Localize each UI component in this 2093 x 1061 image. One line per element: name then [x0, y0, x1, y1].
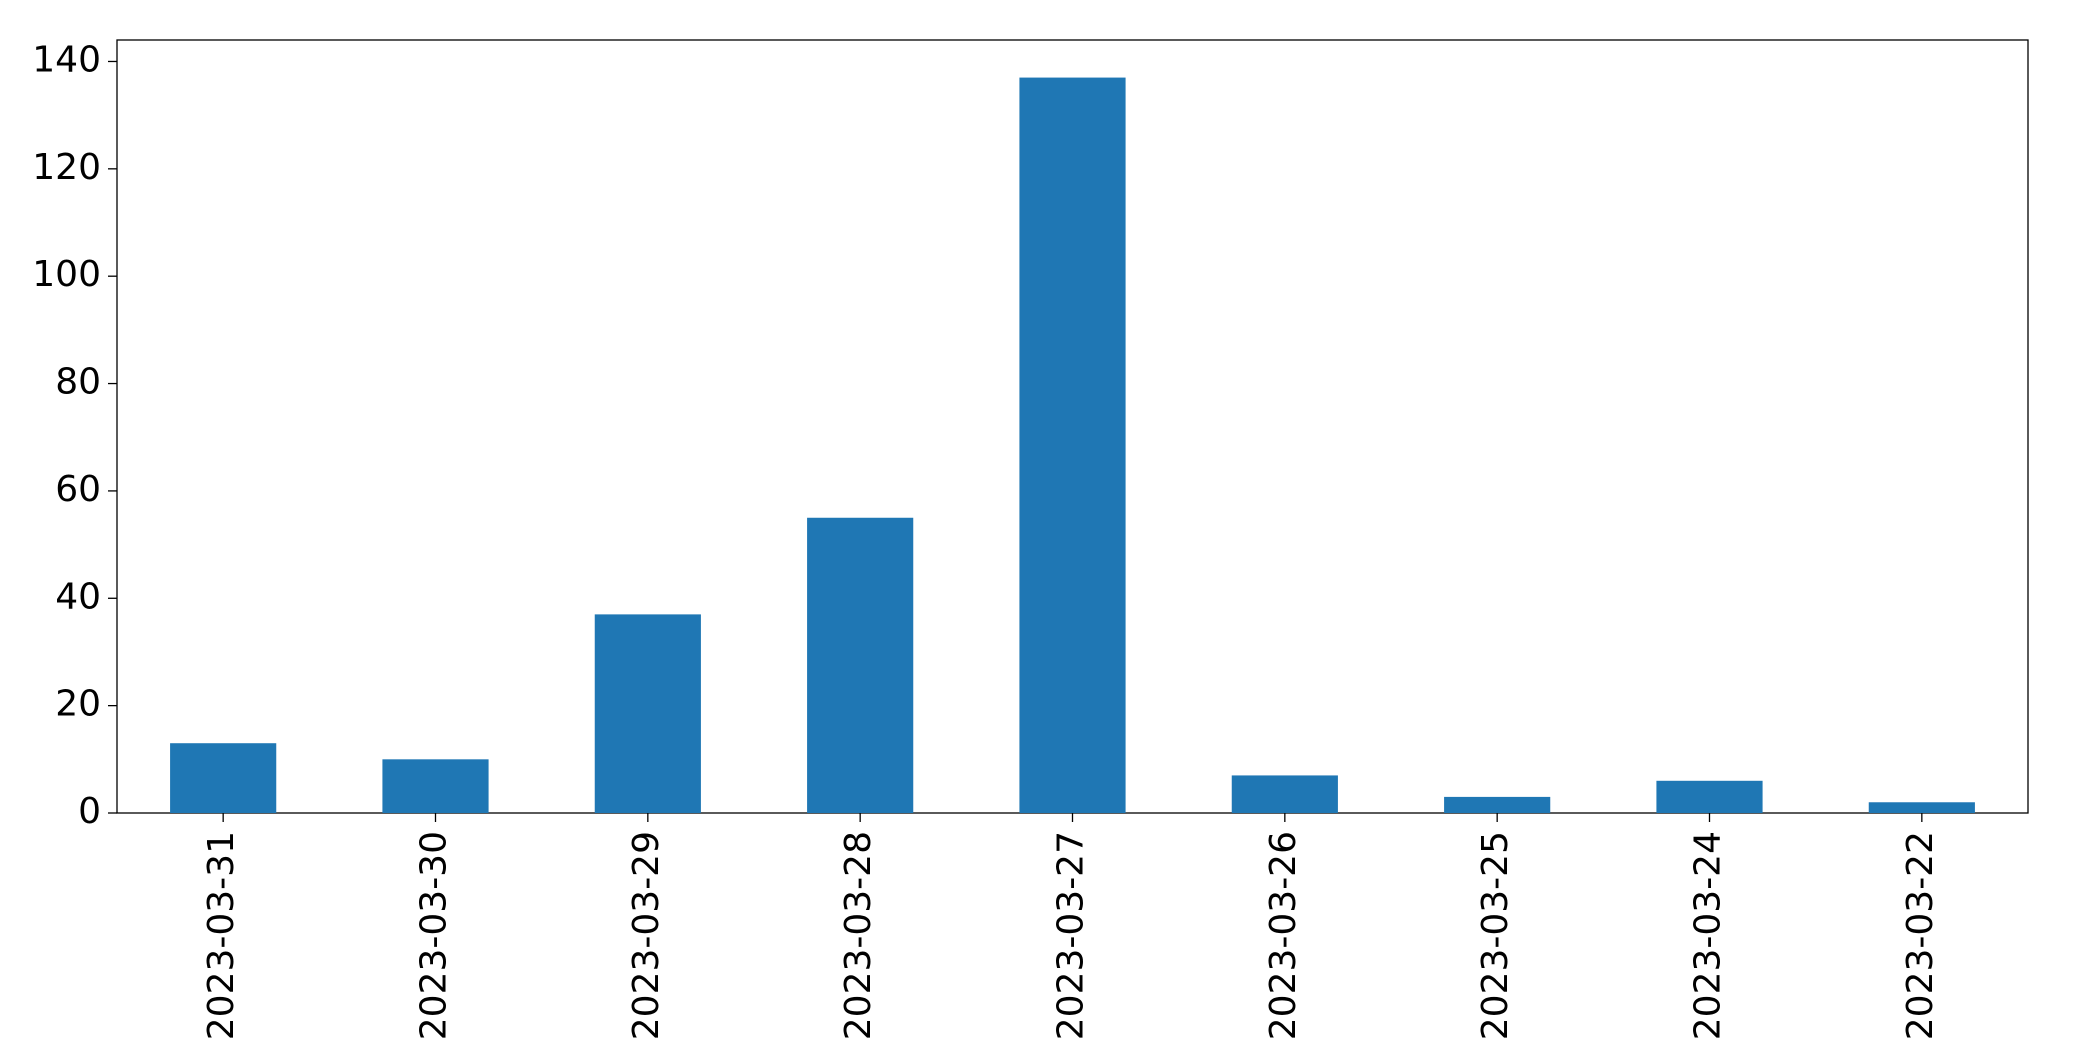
bar: [594, 614, 701, 813]
y-tick-label: 140: [32, 39, 101, 80]
bar: [1444, 796, 1551, 813]
y-tick-label: 100: [32, 254, 101, 295]
y-tick-label: 60: [55, 469, 101, 510]
bar: [1231, 775, 1338, 813]
y-tick-label: 80: [55, 362, 101, 403]
x-tick-label: 2023-03-22: [1900, 831, 1941, 1040]
x-tick-label: 2023-03-26: [1263, 831, 1304, 1040]
x-tick-label: 2023-03-24: [1688, 831, 1729, 1040]
x-tick-label: 2023-03-31: [201, 831, 242, 1040]
x-tick-label: 2023-03-30: [414, 831, 455, 1040]
bar: [1868, 802, 1975, 813]
bar: [1656, 780, 1763, 813]
x-tick-label: 2023-03-28: [838, 831, 879, 1040]
bar: [1019, 77, 1126, 813]
bar: [170, 743, 277, 813]
y-tick-label: 120: [32, 147, 101, 188]
y-tick-label: 20: [55, 684, 101, 725]
y-tick-label: 40: [55, 576, 101, 617]
bar: [807, 517, 914, 813]
x-tick-label: 2023-03-25: [1475, 831, 1516, 1040]
y-tick-label: 0: [78, 791, 101, 832]
bar: [382, 759, 489, 813]
x-tick-label: 2023-03-27: [1051, 831, 1092, 1040]
x-tick-label: 2023-03-29: [626, 831, 667, 1040]
